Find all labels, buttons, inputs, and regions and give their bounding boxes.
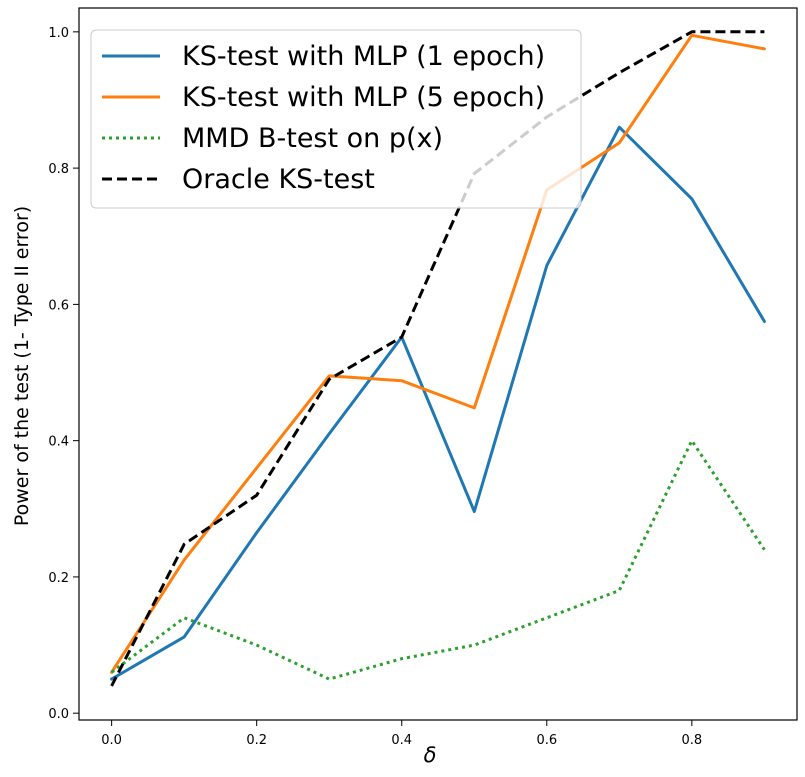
series-line-mmd-b-test-on-p-x [110,439,766,681]
y-tick-label: 0.6 [48,298,69,313]
y-tick-label: 0.0 [48,707,69,722]
x-tick-label: 0.2 [246,733,267,748]
legend-box [90,29,582,209]
legend-label: KS-test with MLP (1 epoch) [182,41,545,72]
x-axis-label: δ [424,743,437,767]
legend: KS-test with MLP (1 epoch) KS-test with M… [90,29,582,209]
y-axis-label: Power of the test (1- Type II error) [11,206,33,526]
legend-label: Oracle KS-test [182,164,375,195]
series-line-oracle-ks-test [110,30,765,687]
y-axis: 0.0 0.2 0.4 0.6 0.8 1.0 [48,26,79,722]
y-tick-label: 1.0 [48,26,69,41]
x-tick-label: 0.6 [536,733,557,748]
y-tick-label: 0.4 [48,435,69,450]
y-tick-label: 0.8 [48,162,69,177]
legend-label: KS-test with MLP (5 epoch) [182,82,545,113]
chart-marks [110,30,766,687]
series-line-ks-test-with-mlp-1-epoch [110,125,766,681]
x-tick-label: 0.4 [391,733,412,748]
y-tick-label: 0.2 [48,571,69,586]
x-tick-label: 0.0 [101,733,122,748]
legend-label: MMD B-test on p(x) [182,123,443,154]
x-tick-label: 0.8 [681,733,702,748]
plot-frame [78,7,798,721]
x-axis: 0.0 0.2 0.4 0.6 0.8 [101,720,702,748]
series-line-ks-test-with-mlp-5-epoch [110,33,766,674]
